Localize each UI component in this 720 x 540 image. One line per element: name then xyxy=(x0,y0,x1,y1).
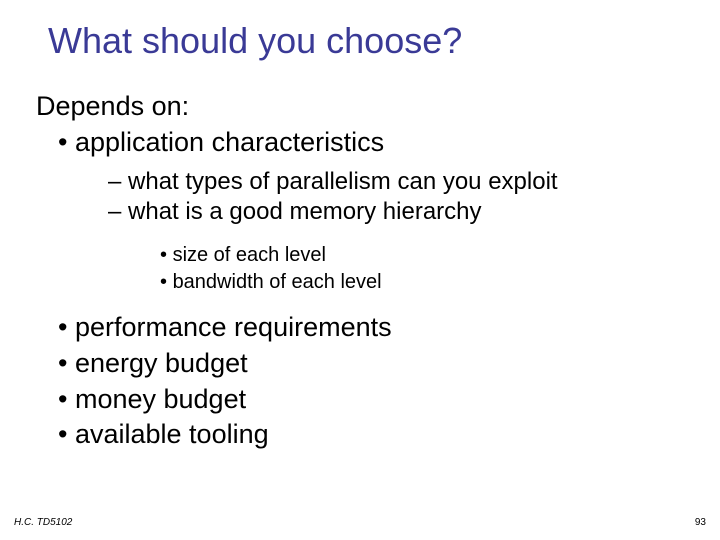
subbullet-parallelism: what types of parallelism can you exploi… xyxy=(108,168,720,197)
footer-page-number: 93 xyxy=(695,517,706,528)
slide: What should you choose? Depends on: appl… xyxy=(0,0,720,540)
slide-title: What should you choose? xyxy=(48,20,720,62)
footer-left: H.C. TD5102 xyxy=(14,517,72,528)
subbullet-memory-hierarchy: what is a good memory hierarchy xyxy=(108,198,720,227)
intro-text: Depends on: xyxy=(36,90,720,124)
bullet-application-characteristics: application characteristics xyxy=(58,126,720,160)
bullet-money: money budget xyxy=(58,383,720,417)
subsubbullet-bandwidth: bandwidth of each level xyxy=(160,270,720,295)
bullet-tooling: available tooling xyxy=(58,418,720,452)
bullet-performance: performance requirements xyxy=(58,311,720,345)
bullet-energy: energy budget xyxy=(58,347,720,381)
slide-body: Depends on: application characteristics … xyxy=(36,90,720,452)
subsubbullet-size: size of each level xyxy=(160,243,720,268)
